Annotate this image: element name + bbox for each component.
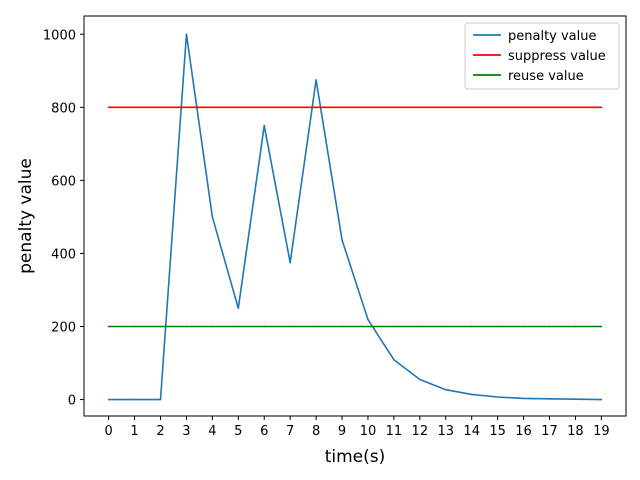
y-tick-label: 800 (51, 101, 76, 116)
plot-area (107, 33, 603, 401)
axes-frame (83, 15, 627, 417)
data-point-reuse-value (159, 325, 162, 328)
data-point-penalty-value (159, 398, 162, 401)
legend-label-penalty-value: penalty value (508, 29, 597, 44)
data-point-reuse-value (107, 325, 110, 328)
x-tick-label: 15 (489, 424, 506, 439)
legend-label-reuse-value: reuse value (508, 69, 584, 84)
data-point-suppress-value (341, 106, 343, 109)
data-point-suppress-value (393, 106, 395, 109)
data-point-reuse-value (574, 325, 577, 328)
y-tick-label: 0 (68, 394, 76, 409)
data-point-reuse-value (496, 325, 499, 328)
x-tick-label: 10 (360, 424, 377, 439)
data-point-suppress-value (444, 106, 447, 109)
data-point-penalty-value (367, 318, 369, 321)
legend: penalty value suppress value reuse value (464, 22, 620, 90)
data-point-penalty-value (470, 393, 473, 396)
x-tick-label: 3 (182, 424, 190, 439)
x-axis: 0 1 2 3 4 5 6 7 8 9 10 11 12 13 14 15 16 17 18 19 (104, 416, 610, 439)
data-point-suppress-value (107, 106, 110, 109)
x-tick-label: 6 (260, 424, 268, 439)
data-point-penalty-value (600, 398, 603, 401)
x-tick-label: 1 (130, 424, 138, 439)
data-point-reuse-value (315, 325, 317, 328)
data-point-penalty-value (341, 239, 343, 241)
x-tick-label: 5 (234, 424, 242, 439)
y-axis: 0 200 400 600 800 1000 (43, 28, 84, 409)
data-point-penalty-value (185, 33, 188, 36)
data-point-suppress-value (315, 106, 317, 109)
data-point-reuse-value (211, 325, 214, 328)
data-point-suppress-value (419, 106, 421, 109)
data-point-penalty-value (107, 398, 110, 401)
data-point-penalty-value (574, 398, 577, 401)
data-point-suppress-value (367, 106, 369, 109)
data-point-suppress-value (263, 106, 266, 109)
data-point-reuse-value (185, 325, 188, 328)
data-point-suppress-value (548, 106, 551, 109)
legend-label-suppress-value: suppress value (508, 49, 606, 64)
y-tick-label: 400 (51, 247, 76, 262)
data-point-reuse-value (548, 325, 551, 328)
x-tick-label: 17 (541, 424, 558, 439)
x-tick-label: 2 (156, 424, 164, 439)
y-axis-label: penalty value (16, 158, 36, 274)
y-tick-label: 200 (51, 321, 76, 336)
legend-box (464, 22, 620, 90)
x-tick-label: 18 (567, 424, 584, 439)
x-tick-label: 11 (386, 424, 403, 439)
data-point-reuse-value (393, 325, 395, 328)
data-point-suppress-value (600, 106, 603, 109)
series-line-penalty-value (108, 33, 602, 401)
data-point-suppress-value (237, 106, 240, 109)
data-point-suppress-value (574, 106, 577, 109)
data-point-suppress-value (185, 106, 188, 109)
data-point-penalty-value (522, 397, 525, 400)
data-point-reuse-value (470, 325, 473, 328)
x-tick-label: 9 (338, 424, 346, 439)
data-point-reuse-value (133, 325, 136, 328)
data-point-penalty-value (444, 388, 447, 391)
data-point-suppress-value (522, 106, 525, 109)
data-point-reuse-value (237, 325, 240, 328)
y-tick-label: 600 (51, 174, 76, 189)
y-tick-label: 1000 (43, 28, 76, 43)
data-point-reuse-value (341, 325, 343, 328)
data-point-reuse-value (600, 325, 603, 328)
data-point-suppress-value (159, 106, 162, 109)
x-tick-label: 4 (208, 424, 216, 439)
data-point-reuse-value (419, 325, 421, 328)
x-axis-label: time(s) (325, 447, 386, 467)
data-point-penalty-value (393, 358, 395, 361)
data-point-penalty-value (133, 398, 136, 401)
data-point-penalty-value (548, 398, 551, 400)
data-point-penalty-value (263, 124, 266, 127)
x-tick-label: 8 (312, 424, 320, 439)
x-tick-label: 19 (593, 424, 610, 439)
data-point-reuse-value (444, 325, 447, 328)
data-point-penalty-value (211, 216, 214, 218)
x-tick-label: 7 (286, 424, 294, 439)
data-point-penalty-value (289, 261, 291, 264)
data-point-reuse-value (263, 325, 266, 328)
data-point-reuse-value (522, 325, 525, 328)
data-point-suppress-value (289, 106, 291, 109)
data-point-suppress-value (133, 106, 136, 109)
data-point-penalty-value (419, 378, 421, 381)
data-point-penalty-value (315, 79, 317, 81)
x-tick-label: 14 (463, 424, 480, 439)
x-tick-label: 0 (104, 424, 112, 439)
x-tick-label: 16 (515, 424, 532, 439)
data-point-penalty-value (237, 307, 240, 310)
data-point-suppress-value (470, 106, 473, 109)
data-point-reuse-value (289, 325, 291, 328)
x-tick-label: 12 (412, 424, 429, 439)
x-tick-label: 13 (437, 424, 454, 439)
data-point-penalty-value (496, 396, 499, 398)
data-point-suppress-value (211, 106, 214, 109)
data-point-suppress-value (496, 106, 499, 109)
data-point-reuse-value (367, 325, 369, 328)
